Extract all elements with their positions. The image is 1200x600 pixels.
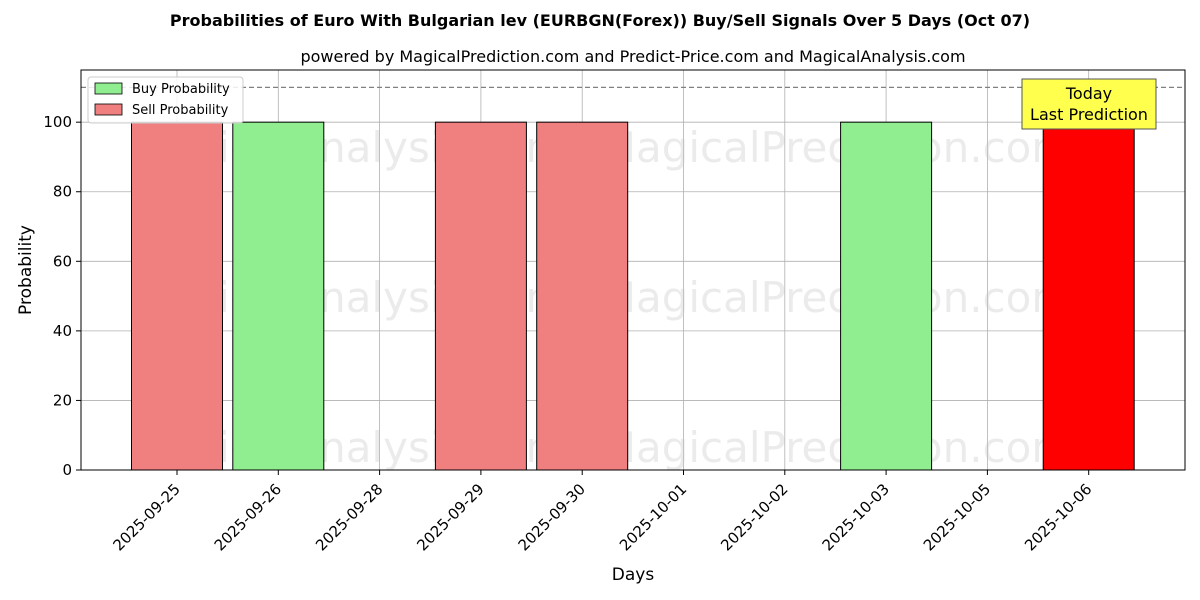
y-tick-label: 60 [53,252,72,270]
x-tick-layer: 2025-09-25 2025-09-26 2025-09-28 2025-09-29… [109,470,1096,554]
today-annotation-box [1021,78,1157,130]
x-tick-label: 2025-10-01 [616,480,690,554]
sell-bar-2025-09-25 [131,121,223,471]
y-tick-layer: 0 20 40 60 80 100 [43,113,81,479]
x-axis-label: Days [612,565,655,585]
y-tick-label: 80 [53,183,72,201]
chart-title: Probabilities of Euro With Bulgarian lev… [170,11,1030,30]
chart-subtitle: powered by MagicalPrediction.com and Pre… [300,47,965,66]
sell-bar-2025-10-06 [1042,121,1135,471]
today-annotation-line1: Today [1065,84,1112,103]
legend-swatch-sell [94,103,123,116]
y-tick-label: 20 [53,391,72,409]
x-tick-label: 2025-10-02 [717,480,791,554]
x-tick-label: 2025-09-29 [413,480,487,554]
x-tick-label: 2025-10-03 [819,480,893,554]
x-tick-label: 2025-09-25 [109,480,183,554]
y-tick-label: 100 [43,113,72,131]
legend-label-buy: Buy Probability [132,82,230,97]
watermark: MagicalPrediction.com [600,273,1073,322]
plot-frame [80,69,1186,471]
sell-bar-2025-09-29 [434,121,527,471]
x-tick-label: 2025-10-06 [1021,480,1095,554]
x-tick-label: 2025-09-26 [211,480,285,554]
today-annotation: Today Last Prediction [1021,78,1157,130]
today-annotation-line2: Last Prediction [1030,105,1148,124]
legend-label-sell: Sell Probability [132,103,229,118]
y-tick-label: 40 [53,322,72,340]
legend-box [87,76,244,124]
buy-bar-2025-09-26 [232,121,325,471]
x-tick-label: 2025-09-28 [312,480,386,554]
y-tick-label: 0 [62,461,72,479]
legend-swatch-buy [94,82,123,95]
watermark: MagicalPrediction.com [600,123,1073,172]
x-tick-label: 2025-10-05 [920,480,994,554]
sell-bar-2025-09-30 [536,121,629,471]
buy-bar-2025-10-03 [840,121,933,471]
legend: Buy Probability Sell Probability [87,76,244,124]
watermark: MagicalPrediction.com [600,423,1073,472]
x-tick-label: 2025-09-30 [515,480,589,554]
bar-layer [131,121,1135,471]
y-axis-label: Probability [16,225,36,315]
